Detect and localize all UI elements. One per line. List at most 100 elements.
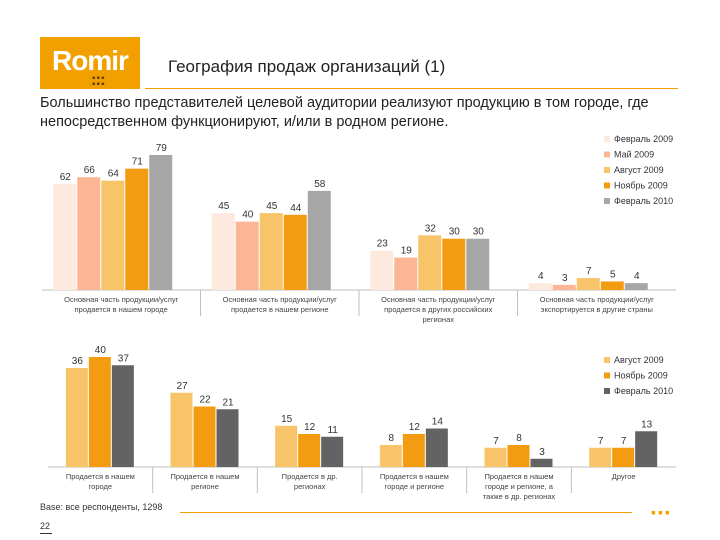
legend-label: Август 2009: [614, 355, 664, 365]
bar: [321, 436, 344, 467]
slide-subtitle: Большинство представителей целевой аудит…: [40, 95, 649, 130]
data-label: 30: [449, 227, 461, 238]
data-label: 64: [108, 169, 120, 180]
bar: [612, 447, 635, 467]
bar: [425, 428, 448, 467]
category-label: Продается в нашем: [380, 472, 449, 481]
bar: [402, 434, 425, 467]
bar: [379, 445, 402, 467]
slide-title: География продаж организаций (1): [168, 57, 446, 76]
data-label: 21: [222, 397, 234, 408]
bar: [552, 284, 576, 290]
category-label: Продается в нашем: [66, 472, 135, 481]
legend-label: Ноябрь 2009: [614, 181, 668, 191]
legend-label: Май 2009: [614, 150, 654, 160]
bar: [125, 168, 149, 290]
bar: [624, 283, 648, 290]
data-label: 40: [242, 210, 254, 221]
bar: [149, 155, 173, 290]
category-label: Продается в нашем: [484, 472, 553, 481]
legend-label: Февраль 2010: [614, 196, 673, 206]
legend-swatch: [604, 372, 610, 379]
bar: [442, 238, 466, 290]
bar: [530, 458, 553, 467]
legend-swatch: [604, 136, 610, 142]
data-label: 12: [409, 422, 421, 433]
legend-label: Февраль 2009: [614, 134, 673, 144]
data-label: 4: [538, 271, 544, 282]
data-label: 66: [84, 165, 96, 176]
data-label: 3: [539, 447, 545, 458]
data-label: 62: [60, 172, 72, 183]
category-label: Основная часть продукции/услуг: [540, 295, 655, 304]
bar: [101, 180, 125, 290]
data-label: 7: [621, 436, 627, 447]
category-label: продается в других российских: [384, 305, 492, 314]
data-label: 58: [314, 179, 326, 190]
data-label: 4: [634, 271, 640, 282]
data-label: 22: [199, 395, 211, 406]
category-label: Основная часть продукции/услуг: [64, 295, 179, 304]
bar: [484, 447, 507, 467]
bar: [211, 213, 235, 290]
bar: [53, 184, 77, 290]
data-label: 7: [598, 436, 604, 447]
data-label: 12: [304, 422, 316, 433]
data-label: 8: [389, 433, 395, 444]
legend-label: Август 2009: [614, 165, 664, 175]
data-label: 13: [641, 419, 653, 430]
data-label: 45: [218, 201, 230, 212]
bar: [65, 368, 88, 467]
legend-label: Февраль 2010: [614, 386, 673, 396]
bar: [370, 250, 394, 290]
category-label: экспортируется в другие страны: [541, 305, 653, 314]
legend-swatch: [604, 167, 610, 173]
category-label: Продается в нашем: [170, 472, 239, 481]
bar: [88, 357, 111, 467]
data-label: 7: [586, 266, 592, 277]
category-label: Другое: [612, 472, 636, 481]
footer-dots-icon: ▪▪▪: [651, 504, 672, 520]
bar: [111, 365, 134, 467]
data-label: 32: [425, 223, 437, 234]
bar: [418, 235, 442, 290]
base-note: Base: все респонденты, 1298: [40, 502, 163, 512]
page-number-underline: [40, 533, 52, 534]
data-label: 36: [72, 356, 84, 367]
romir-logo: Romir ▪▪▪ ▪▪▪: [40, 37, 140, 90]
data-label: 37: [118, 353, 130, 364]
logo-text: Romir: [52, 45, 129, 76]
logo-dots-icon: ▪▪▪ ▪▪▪: [92, 73, 106, 90]
data-label: 3: [562, 273, 568, 284]
category-label: продается в нашем городе: [75, 305, 168, 314]
category-label: продается в нашем регионе: [231, 305, 329, 314]
category-label: Продается в др.: [282, 472, 338, 481]
category-label: городе и регионе, а: [485, 482, 554, 491]
data-label: 30: [473, 227, 485, 238]
page-number: 22: [40, 521, 51, 531]
data-label: 8: [516, 433, 522, 444]
category-label: регионах: [422, 315, 454, 324]
data-label: 27: [176, 381, 188, 392]
bar: [193, 406, 216, 467]
category-label: Основная часть продукции/услуг: [223, 295, 338, 304]
bar: [635, 431, 658, 467]
bar: [394, 257, 418, 290]
bar: [600, 281, 624, 290]
category-label: регионах: [294, 482, 326, 491]
data-label: 19: [401, 246, 413, 257]
category-label: Основная часть продукции/услуг: [381, 295, 496, 304]
data-label: 45: [266, 201, 278, 212]
data-label: 40: [95, 345, 107, 356]
category-label: также в др. регионах: [483, 492, 556, 501]
footer-divider: [180, 512, 632, 513]
title-divider: [145, 88, 678, 89]
data-label: 15: [281, 414, 293, 425]
bar: [528, 283, 552, 290]
category-label: регионе: [191, 482, 219, 491]
category-label: городе и регионе: [385, 482, 445, 491]
bar: [235, 221, 259, 290]
bar: [259, 213, 283, 290]
data-label: 79: [156, 143, 168, 154]
legend-swatch: [604, 388, 610, 394]
